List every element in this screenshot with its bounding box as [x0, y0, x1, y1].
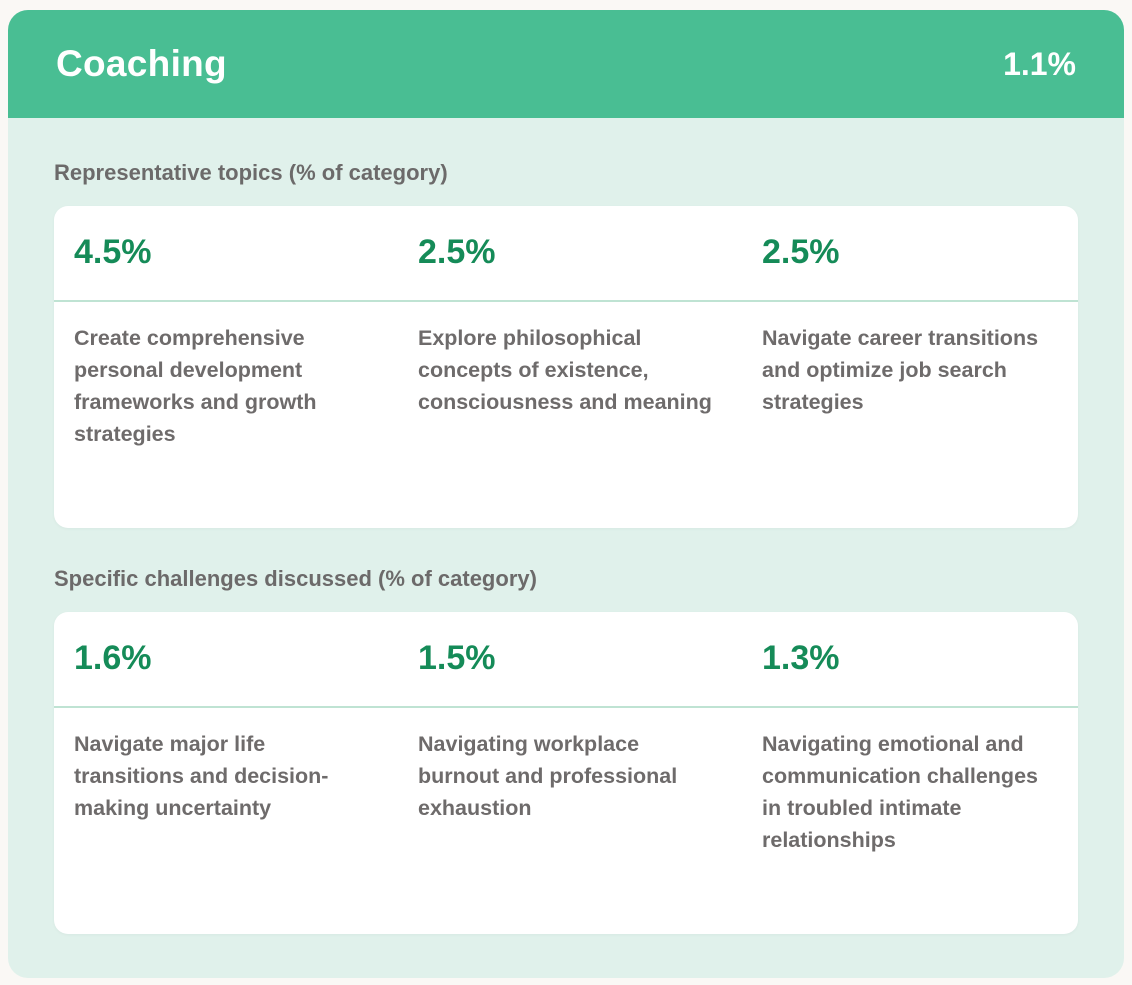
topic-description: Navigate career transitions and optimize… — [762, 326, 1039, 414]
challenge-description: Navigate major life transitions and deci… — [74, 732, 329, 820]
category-card: Coaching 1.1% Representative topics (% o… — [8, 10, 1124, 978]
topics-percent-row: 4.5% 2.5% 2.5% — [54, 206, 1078, 300]
topic-description: Explore philosophical concepts of existe… — [418, 326, 712, 414]
category-title: Coaching — [56, 43, 227, 84]
challenges-text-row: Navigate major life transitions and deci… — [54, 708, 1078, 934]
topic-description: Create comprehensive personal developmen… — [74, 326, 317, 446]
topic-percent: 2.5% — [762, 233, 840, 271]
topic-percent: 4.5% — [74, 233, 152, 271]
card-divider — [54, 706, 1078, 708]
specific-challenges-card: 1.6% 1.5% 1.3% Navigate major life trans… — [54, 612, 1078, 934]
topics-text-row: Create comprehensive personal developmen… — [54, 302, 1078, 528]
section-label-representative-topics: Representative topics (% of category) — [54, 160, 448, 185]
topic-percent: 2.5% — [418, 233, 496, 271]
section-label-specific-challenges: Specific challenges discussed (% of cate… — [54, 566, 537, 591]
challenge-description: Navigating emotional and communication c… — [762, 732, 1038, 852]
challenge-description: Navigating workplace burnout and profess… — [418, 732, 678, 820]
challenge-percent: 1.3% — [762, 639, 840, 677]
representative-topics-card: 4.5% 2.5% 2.5% Create comprehensive pers… — [54, 206, 1078, 528]
challenge-percent: 1.6% — [74, 639, 152, 677]
category-body: Representative topics (% of category) 4.… — [8, 160, 1124, 934]
category-overall-percent: 1.1% — [1003, 45, 1076, 82]
card-divider — [54, 300, 1078, 302]
challenges-percent-row: 1.6% 1.5% 1.3% — [54, 612, 1078, 706]
challenge-percent: 1.5% — [418, 639, 496, 677]
category-header: Coaching 1.1% — [8, 10, 1124, 118]
